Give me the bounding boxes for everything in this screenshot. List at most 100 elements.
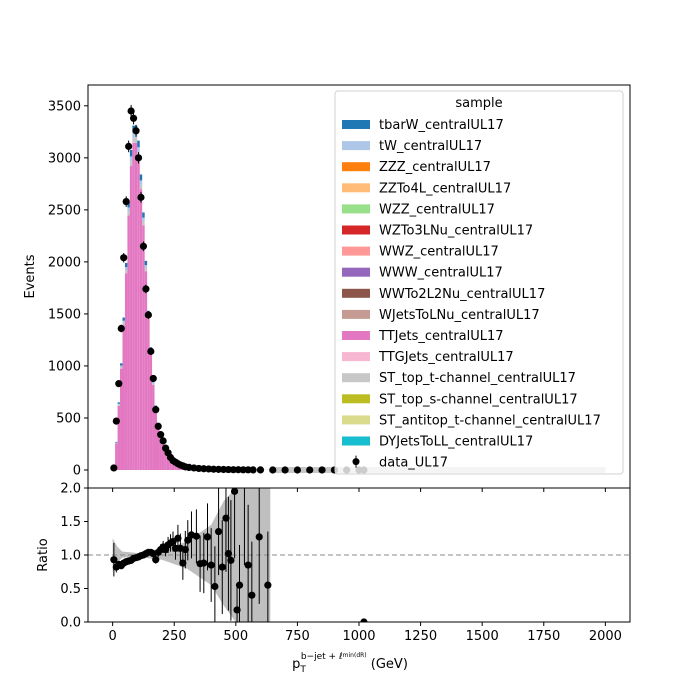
st-top-bar bbox=[129, 161, 133, 167]
ratio-point bbox=[264, 581, 272, 589]
ratio-y-tick-label: 0.0 bbox=[60, 616, 81, 631]
ttjets-bar bbox=[156, 425, 160, 470]
y-tick-label: 3000 bbox=[48, 151, 81, 166]
ratio-point bbox=[233, 606, 241, 614]
tbarw-bar bbox=[115, 441, 118, 443]
data-point bbox=[157, 431, 165, 439]
legend-entry-label: ZZZ_centralUL17 bbox=[379, 160, 491, 175]
ratio-y-tick-label: 1.5 bbox=[60, 515, 81, 530]
legend-entry-label: TTGJets_centralUL17 bbox=[378, 350, 514, 365]
tbarw-bar bbox=[144, 260, 148, 266]
ratio-point bbox=[181, 546, 189, 554]
legend-entry-label: WWTo2L2Nu_centralUL17 bbox=[379, 287, 545, 302]
tw-bar bbox=[132, 132, 135, 138]
y-tick-label: 0 bbox=[73, 464, 81, 479]
x-tick-label: 1500 bbox=[466, 629, 499, 644]
tbarw-bar bbox=[124, 262, 128, 268]
legend-entry-label: WWZ_centralUL17 bbox=[379, 245, 499, 260]
ttjets-bar bbox=[129, 166, 133, 470]
ttjets-bar bbox=[122, 325, 125, 470]
x-tick-label: 1000 bbox=[342, 629, 375, 644]
legend-entry-label: ST_top_t-channel_centralUL17 bbox=[379, 371, 576, 386]
data-point bbox=[144, 311, 152, 319]
ratio-point bbox=[244, 561, 252, 569]
legend-entry-label: WJetsToLNu_centralUL17 bbox=[379, 308, 540, 323]
legend-swatch bbox=[342, 288, 370, 298]
ratio-y-tick-label: 1.0 bbox=[60, 549, 81, 564]
tw-bar bbox=[124, 267, 128, 271]
ratio-point bbox=[192, 532, 200, 540]
x-axis-label: pTb−jet + ℓmin(dR) (GeV) bbox=[292, 652, 408, 675]
ratio-point bbox=[174, 534, 182, 542]
ratio-point bbox=[235, 581, 244, 589]
data-point bbox=[147, 347, 155, 355]
ratio-point bbox=[203, 533, 212, 541]
legend-swatch bbox=[342, 436, 370, 446]
x-axis-label-part: b−jet + ℓ bbox=[301, 652, 343, 662]
tw-bar bbox=[129, 156, 133, 162]
ratio-point bbox=[255, 533, 263, 541]
ratio-point bbox=[230, 488, 239, 495]
tw-bar bbox=[139, 180, 143, 185]
data-point bbox=[256, 466, 265, 474]
ttjets-bar bbox=[127, 215, 130, 470]
ratio-y-axis-label: Ratio bbox=[36, 538, 51, 571]
ratio-y-tick-label: 0.5 bbox=[60, 582, 81, 597]
legend-entry-label: WZTo3LNu_centralUL17 bbox=[379, 224, 533, 239]
data-point bbox=[269, 466, 277, 474]
data-point bbox=[117, 324, 125, 333]
data-point bbox=[137, 193, 145, 201]
data-point bbox=[127, 107, 135, 115]
x-axis-label-part: min(dR) bbox=[343, 652, 367, 659]
data-point bbox=[152, 406, 160, 414]
ratio-point bbox=[171, 544, 180, 552]
tw-bar bbox=[122, 320, 125, 323]
legend-swatch bbox=[342, 415, 370, 425]
y-tick-label: 2000 bbox=[48, 255, 81, 270]
data-point bbox=[129, 114, 138, 122]
tw-bar bbox=[137, 147, 140, 153]
tw-bar bbox=[144, 265, 148, 269]
x-tick-label: 250 bbox=[162, 629, 187, 644]
ratio-point bbox=[207, 561, 215, 569]
data-point bbox=[139, 242, 148, 250]
legend-entry-label: data_UL17 bbox=[379, 456, 448, 471]
tbarw-bar bbox=[122, 317, 125, 321]
legend-swatch bbox=[342, 352, 370, 362]
x-tick-label: 0 bbox=[108, 629, 116, 644]
st-top-bar bbox=[127, 211, 130, 216]
tw-bar bbox=[152, 382, 155, 384]
data-point bbox=[229, 466, 237, 474]
x-tick-label: 2000 bbox=[589, 629, 622, 644]
ratio-point bbox=[200, 559, 208, 567]
legend-swatch bbox=[342, 141, 370, 151]
y-tick-label: 2500 bbox=[48, 203, 81, 218]
st-top-bar bbox=[132, 137, 135, 143]
legend-swatch bbox=[342, 204, 370, 214]
ttjets-bar bbox=[144, 271, 148, 470]
legend-swatch bbox=[342, 394, 370, 404]
ttjets-bar bbox=[142, 225, 145, 470]
legend-swatch bbox=[342, 162, 370, 172]
tbarw-bar bbox=[129, 150, 133, 157]
x-tick-label: 750 bbox=[285, 629, 310, 644]
x-axis-label-part: p bbox=[292, 657, 300, 672]
legend-swatch bbox=[342, 309, 370, 319]
st-top-bar bbox=[124, 270, 128, 274]
st-top-bar bbox=[144, 268, 148, 272]
legend-swatch bbox=[342, 246, 370, 256]
legend-box bbox=[334, 90, 624, 475]
ttjets-bar bbox=[149, 353, 153, 470]
data-points bbox=[110, 104, 368, 474]
ttjets-bar bbox=[171, 461, 175, 470]
ttjets-bar bbox=[134, 142, 138, 470]
ttjets-bar bbox=[124, 273, 128, 470]
legend-swatch bbox=[342, 225, 370, 235]
data-point bbox=[249, 466, 257, 474]
data-point bbox=[159, 437, 167, 445]
data-point bbox=[120, 254, 128, 262]
ratio-y-tick-label: 2.0 bbox=[60, 482, 81, 497]
ratio-point bbox=[152, 556, 160, 564]
legend-entry-label: ZZTo4L_centralUL17 bbox=[379, 181, 511, 196]
y-axis-label: Events bbox=[23, 254, 38, 298]
